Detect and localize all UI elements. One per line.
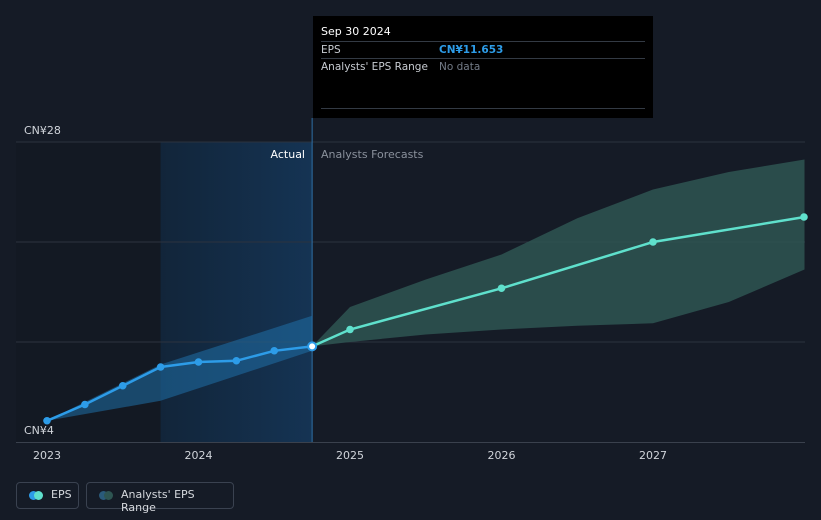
eps-actual-point bbox=[156, 363, 165, 371]
eps-actual-line bbox=[46, 345, 313, 422]
eps-forecast-point bbox=[497, 284, 506, 293]
x-tick-label-2023: 2023 bbox=[33, 449, 61, 462]
tooltip-range-value: No data bbox=[439, 61, 481, 73]
forecast-region-label: Analysts Forecasts bbox=[321, 148, 424, 161]
legend-item-eps[interactable]: EPS bbox=[16, 482, 79, 509]
actual-range-band bbox=[47, 315, 313, 421]
eps-actual-point bbox=[194, 358, 203, 366]
eps-actual-point bbox=[118, 381, 127, 390]
eps-actual-point bbox=[43, 416, 51, 425]
tooltip-eps-label: EPS bbox=[321, 44, 341, 56]
eps-highlight-point bbox=[307, 341, 318, 352]
range-legend-icon bbox=[99, 491, 113, 500]
actual-period-shade bbox=[160, 142, 313, 442]
x-tick-label-2024: 2024 bbox=[185, 449, 213, 462]
tooltip-row-range: Analysts' EPS Range No data bbox=[321, 58, 645, 76]
x-tick-label-2026: 2026 bbox=[488, 449, 516, 462]
eps-actual-point bbox=[232, 356, 241, 365]
y-tick-label-top: CN¥28 bbox=[24, 124, 61, 137]
legend-label-eps: EPS bbox=[51, 488, 72, 501]
tooltip-row-eps: EPS CN¥11.653 bbox=[321, 41, 645, 59]
legend-item-range[interactable]: Analysts' EPS Range bbox=[86, 482, 234, 514]
eps-forecast-point bbox=[649, 238, 657, 246]
tooltip-range-label: Analysts' EPS Range bbox=[321, 61, 428, 73]
legend-label-range: Analysts' EPS Range bbox=[121, 488, 195, 514]
eps-actual-point bbox=[270, 346, 279, 355]
tooltip: Sep 30 2024 EPS CN¥11.653 Analysts' EPS … bbox=[313, 16, 653, 118]
tooltip-eps-value: CN¥11.653 bbox=[439, 44, 504, 56]
y-tick-label-bottom: CN¥4 bbox=[24, 424, 54, 437]
eps-actual-point bbox=[81, 400, 89, 409]
eps-legend-icon bbox=[29, 491, 43, 500]
eps-forecast-point bbox=[800, 213, 808, 221]
tooltip-divider bbox=[321, 108, 645, 109]
x-tick-label-2025: 2025 bbox=[336, 449, 364, 462]
tooltip-date: Sep 30 2024 bbox=[321, 25, 391, 38]
actual-region-label: Actual bbox=[271, 148, 305, 161]
eps-forecast-point bbox=[346, 325, 354, 334]
analyst-range-band bbox=[312, 159, 805, 347]
x-tick-label-2027: 2027 bbox=[639, 449, 667, 462]
